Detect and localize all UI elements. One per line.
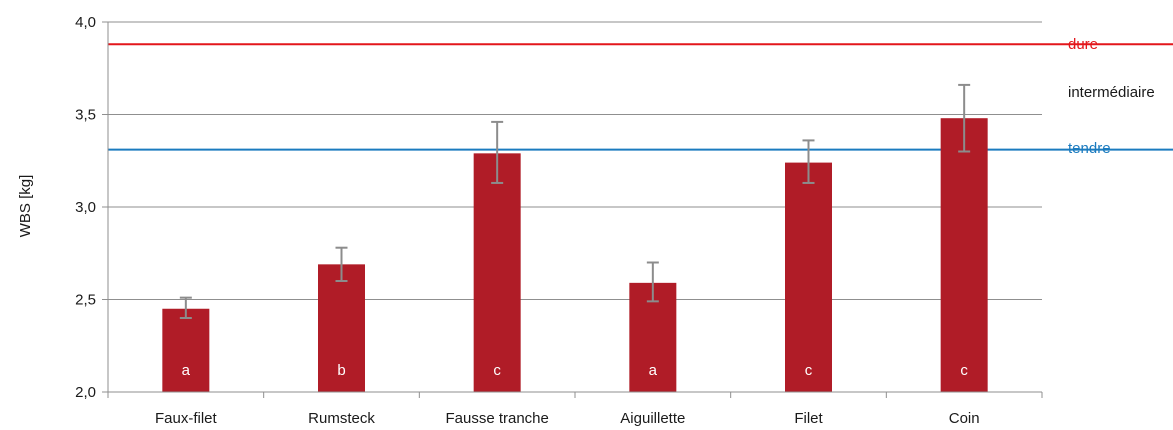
group-letter: c <box>493 362 501 379</box>
bar <box>785 162 832 392</box>
category-label: Coin <box>949 410 980 427</box>
y-tick-label: 4,0 <box>75 14 96 31</box>
error-bars <box>179 83 971 319</box>
category-label: Fausse tranche <box>445 410 548 427</box>
zone-label: tendre <box>1068 140 1111 157</box>
axes <box>102 21 1043 398</box>
category-label: Rumsteck <box>308 410 375 427</box>
y-tick-label: 2,0 <box>75 384 96 401</box>
bars <box>162 118 988 392</box>
group-letter: a <box>649 362 658 379</box>
category-label: Faux-filet <box>155 410 218 427</box>
group-letter: b <box>337 362 345 379</box>
group-letter: a <box>182 362 191 379</box>
y-tick-label: 3,5 <box>75 107 96 124</box>
category-label: Filet <box>794 410 823 427</box>
bar <box>940 118 988 392</box>
zone-label: dure <box>1068 36 1098 53</box>
bar <box>162 308 210 392</box>
category-label: Aiguillette <box>620 410 685 427</box>
bar <box>318 264 365 392</box>
reference-lines <box>108 43 1173 151</box>
y-tick-label: 2,5 <box>75 292 96 309</box>
group-letter: c <box>960 362 968 379</box>
bar <box>473 153 521 392</box>
labels: 2,0 2,5 3,0 3,5 4,0 dure intermédiaire tendre a F… <box>75 14 1155 427</box>
group-letter: c <box>805 362 813 379</box>
y-axis-label: WBS [kg] <box>17 175 34 238</box>
zone-label: intermédiaire <box>1068 84 1155 101</box>
grid-lines <box>108 21 1042 300</box>
y-tick-label: 3,0 <box>75 199 96 216</box>
